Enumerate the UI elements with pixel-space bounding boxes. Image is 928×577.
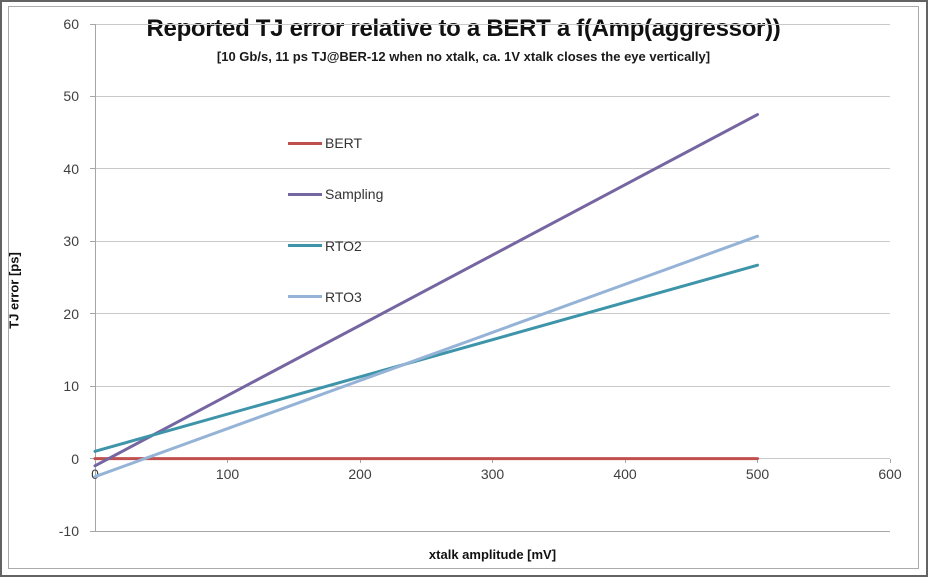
chart-title: Reported TJ error relative to a BERT a f… — [146, 15, 781, 42]
y-tick-label-20: 20 — [63, 305, 79, 322]
x-tick-label-300: 300 — [480, 465, 505, 482]
legend-label-rto2: RTO2 — [325, 237, 362, 254]
y-tick-label-60: 60 — [63, 16, 79, 32]
legend-item-rto2: RTO2 — [288, 238, 362, 254]
y-tick-20 — [90, 313, 95, 315]
legend-item-rto3: RTO3 — [288, 289, 362, 305]
gridline-y-10 — [95, 385, 890, 387]
legend-item-bert: BERT — [288, 135, 362, 151]
y-tick-40 — [90, 168, 95, 170]
x-tick-600 — [889, 458, 891, 463]
legend-swatch-bert — [288, 141, 322, 145]
series-line-rto2 — [93, 263, 759, 453]
y-tick-label-40: 40 — [63, 160, 79, 177]
chart-area: Reported TJ error relative to a BERT a f… — [6, 6, 919, 569]
x-tick-label-400: 400 — [613, 465, 637, 482]
legend-item-sampling: Sampling — [288, 186, 383, 202]
y-tick-label--10: -10 — [58, 523, 79, 539]
legend-label-sampling: Sampling — [325, 186, 384, 203]
legend-label-bert: BERT — [325, 135, 363, 151]
x-tick-label-500: 500 — [745, 465, 770, 482]
y-tick--10 — [90, 530, 95, 532]
x-tick-label-600: 600 — [878, 465, 902, 482]
legend-swatch-sampling — [288, 192, 322, 196]
gridline-y-20 — [95, 313, 890, 315]
x-tick-400 — [624, 458, 626, 463]
y-tick-30 — [90, 240, 95, 242]
y-tick-label-0: 0 — [71, 450, 79, 467]
legend-swatch-rto3 — [288, 295, 322, 299]
gridline-y-60 — [95, 23, 890, 25]
x-tick-500 — [757, 458, 758, 463]
x-tick-200 — [359, 458, 361, 463]
y-tick-10 — [90, 385, 95, 387]
y-axis-title: TJ error [ps] — [6, 252, 22, 329]
x-axis-title: xtalk amplitude [mV] — [428, 547, 557, 562]
gridline-y--10 — [95, 530, 890, 532]
x-tick-label-100: 100 — [215, 465, 240, 482]
x-tick-100 — [227, 458, 228, 463]
plot-area: 60 50 40 30 20 10 0 -10 0 100 200 300 400 500 600 BERT S… — [59, 16, 902, 539]
y-axis-line — [94, 24, 96, 531]
y-tick-50 — [90, 95, 95, 97]
series-line-rto3 — [93, 234, 759, 479]
series-lines — [93, 113, 759, 479]
legend-label-rto3: RTO3 — [325, 288, 362, 305]
series-line-sampling — [93, 113, 759, 468]
x-tick-label-200: 200 — [348, 465, 372, 482]
x-tick-300 — [492, 458, 493, 463]
y-tick-60 — [90, 23, 95, 25]
y-tick-label-50: 50 — [63, 88, 79, 105]
chart-subtitle: [10 Gb/s, 11 ps TJ@BER-12 when no xtalk,… — [216, 49, 711, 64]
y-tick-label-30: 30 — [63, 233, 79, 250]
gridline-y-50 — [95, 95, 890, 97]
y-tick-0 — [90, 458, 95, 460]
y-tick-label-10: 10 — [63, 378, 79, 395]
gridline-y-30 — [95, 240, 890, 242]
legend-swatch-rto2 — [288, 244, 322, 248]
x-tick-label-0: 0 — [91, 465, 99, 482]
gridline-y-40 — [95, 168, 890, 170]
